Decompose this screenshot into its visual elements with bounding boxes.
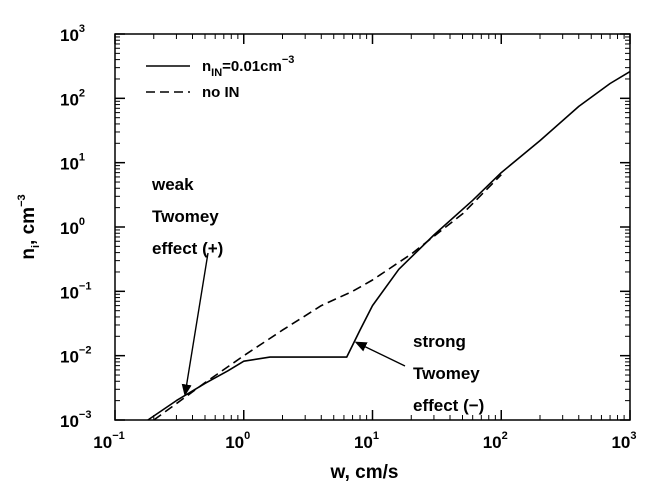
x-tick-label: 101	[354, 430, 379, 452]
y-tick-label: 101	[60, 152, 85, 174]
annotation-text-1: strong Twomey effect (−)	[413, 332, 484, 415]
y-tick-label: 10−1	[60, 280, 91, 302]
legend-label-0: nIN=0.01cm−3	[202, 54, 294, 79]
plot-frame	[114, 33, 631, 421]
x-tick-label: 100	[225, 430, 250, 452]
annotations: weak Twomey effect (+) strong Twomey effect (…	[151, 175, 484, 415]
y-tick-label: 100	[60, 216, 85, 238]
y-tick-label: 103	[60, 23, 85, 45]
ticks-layer	[114, 33, 631, 421]
annotation-arrow-1	[354, 341, 406, 367]
y-tick-label: 10−2	[60, 345, 91, 367]
y-tick-label: 10−3	[60, 409, 91, 431]
x-tick-label: 102	[483, 430, 508, 452]
y-axis-label: ni, cm−3	[16, 194, 42, 259]
y-tick-label: 102	[60, 87, 85, 109]
labels-layer: 10−1 100 101 102 103 10−3 10−2 10−1 100 101 102 103…	[16, 23, 637, 483]
series-layer	[147, 70, 631, 421]
annotation-text-0: weak Twomey effect (+)	[151, 175, 223, 258]
series-line-1	[153, 174, 502, 421]
annotation-arrow-0	[181, 252, 209, 397]
legend: nIN=0.01cm−3 no IN	[146, 54, 294, 101]
x-tick-label: 103	[611, 430, 636, 452]
series-line-0	[147, 70, 631, 421]
x-tick-label: 10−1	[93, 430, 124, 452]
x-axis-label: w, cm/s	[330, 462, 399, 483]
legend-label-1: no IN	[202, 84, 240, 101]
